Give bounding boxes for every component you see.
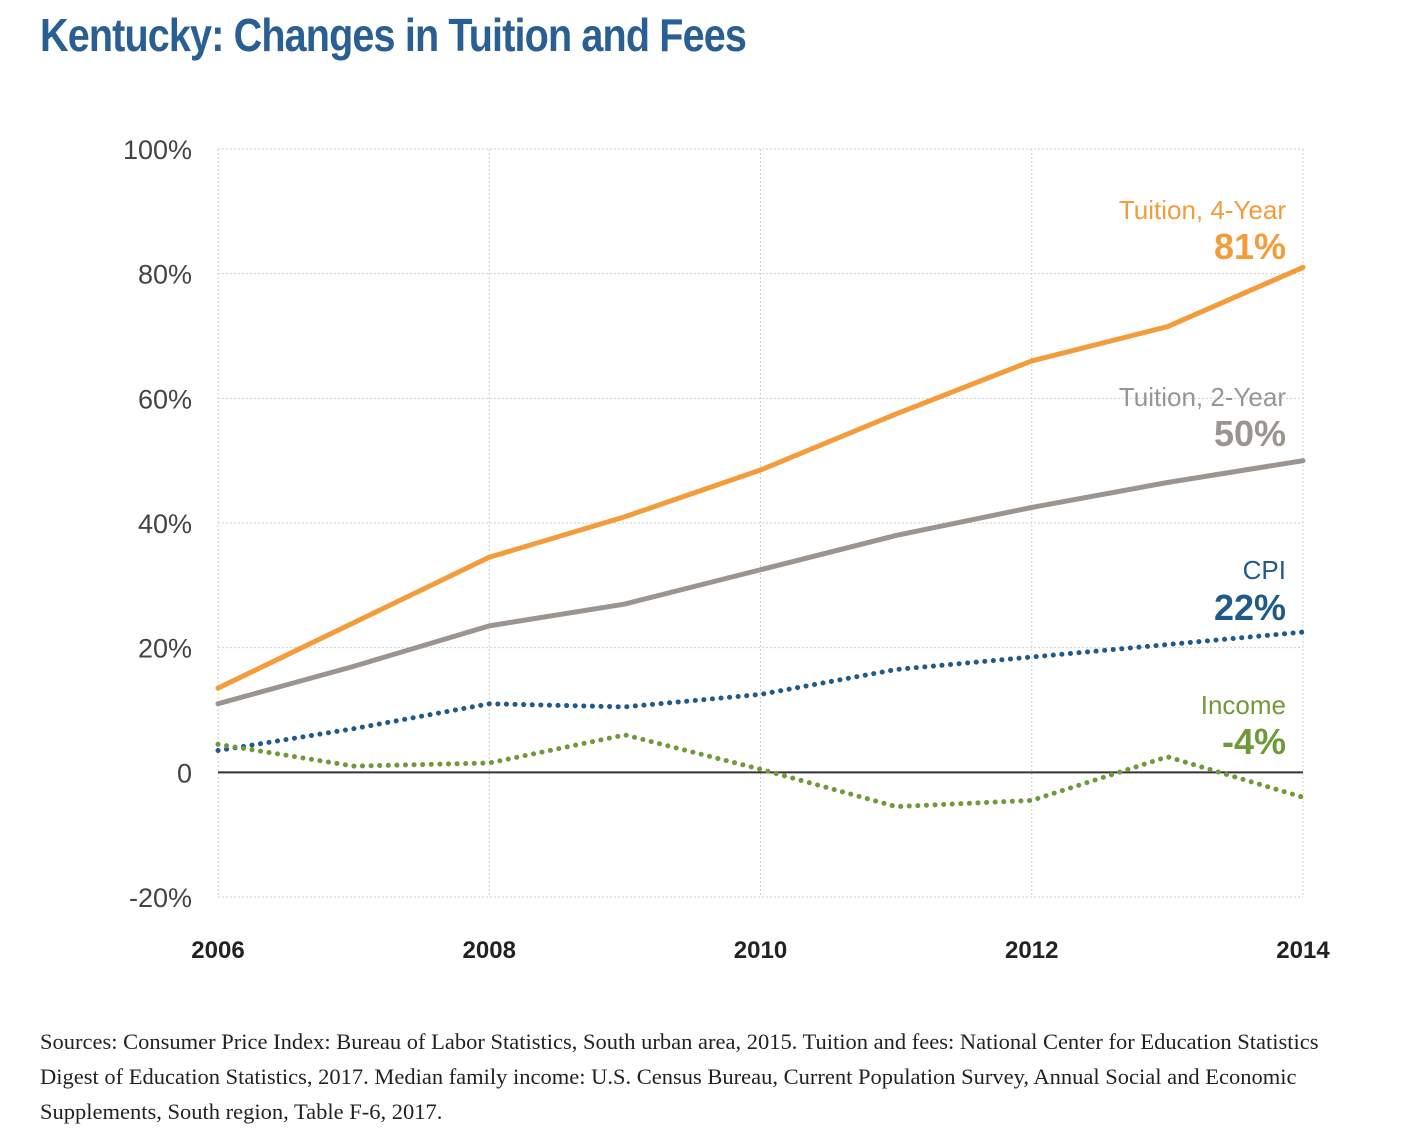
x-tick-label: 2012 [1005, 937, 1058, 964]
series-value-tuition-4-year: 81% [1214, 226, 1286, 267]
y-tick-label: 60% [138, 384, 192, 414]
sources-note: Sources: Consumer Price Index: Bureau of… [40, 1029, 1319, 1124]
x-axis: 2006 2008 2010 2012 2014 [191, 937, 1330, 964]
y-axis: -20% 0 20% 40% 60% 80% 100% [123, 135, 192, 913]
y-tick-label: 40% [138, 509, 192, 539]
series-value-cpi: 22% [1214, 587, 1286, 628]
chart-title: Kentucky: Changes in Tuition and Fees [40, 9, 747, 61]
series-value-income: -4% [1222, 721, 1286, 762]
x-tick-label: 2014 [1276, 937, 1330, 964]
series-line-tuition-4-year [215, 264, 1306, 691]
series-name-tuition-4-year: Tuition, 4-Year [1119, 195, 1287, 225]
series-line-cpi [215, 629, 1306, 754]
y-tick-label: 0 [177, 758, 192, 788]
series-name-income: Income [1201, 690, 1286, 720]
series-value-tuition-2-year: 50% [1214, 413, 1286, 454]
y-tick-label: 100% [123, 135, 192, 165]
y-tick-label: -20% [129, 883, 192, 913]
series-line-tuition-2-year [215, 458, 1306, 707]
series-line-income [215, 732, 1306, 810]
y-tick-label: 20% [138, 634, 192, 664]
line-chart: -20%020%40%60%80%100% 2006 2008 2010 2012 20… [123, 135, 1330, 964]
x-tick-label: 2006 [191, 937, 244, 964]
series-name-tuition-2-year: Tuition, 2-Year [1119, 382, 1287, 412]
series-name-cpi: CPI [1243, 555, 1286, 585]
x-tick-label: 2010 [734, 937, 787, 964]
x-tick-label: 2008 [463, 937, 516, 964]
series-lines [215, 264, 1306, 810]
y-tick-label: 80% [138, 260, 192, 290]
grid [217, 148, 1304, 898]
